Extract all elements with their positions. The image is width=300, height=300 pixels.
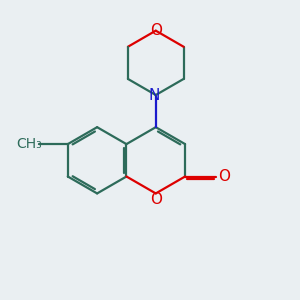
Text: CH₃: CH₃ <box>17 137 43 151</box>
Text: O: O <box>150 192 162 207</box>
Text: O: O <box>218 169 230 184</box>
Text: O: O <box>150 23 162 38</box>
Text: N: N <box>148 88 160 103</box>
